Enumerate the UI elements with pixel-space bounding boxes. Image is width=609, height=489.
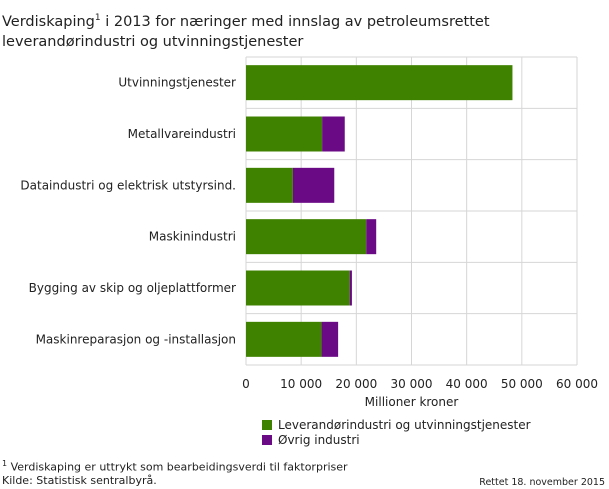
bar-leverandor: [246, 321, 322, 357]
x-tick-label: 60 000: [556, 377, 598, 391]
category-label: Utvinningstjenester: [118, 76, 236, 90]
x-tick-label: 30 000: [391, 377, 433, 391]
footnote: 1 Verdiskaping er uttrykt som bearbeidin…: [2, 459, 348, 474]
x-tick-label: 40 000: [446, 377, 488, 391]
bar-leverandor: [246, 270, 350, 306]
corrected-date: Rettet 18. november 2015: [479, 477, 605, 488]
bar-leverandor: [246, 116, 323, 152]
legend-label: Leverandørindustri og utvinningstjeneste…: [278, 418, 531, 432]
source: Kilde: Statistisk sentralbyrå.: [2, 474, 157, 487]
category-label: Metallvareindustri: [128, 127, 236, 141]
bar-ovrig: [322, 116, 345, 152]
bar-ovrig: [366, 219, 377, 255]
x-tick-label: 10 000: [280, 377, 322, 391]
bar-ovrig: [292, 167, 335, 203]
bar-ovrig: [349, 270, 352, 306]
bar-leverandor: [246, 219, 367, 255]
category-label: Dataindustri og elektrisk utstyrsind.: [20, 178, 236, 192]
legend-swatch: [262, 435, 272, 445]
legend-swatch: [262, 420, 272, 430]
category-label: Bygging av skip og oljeplattformer: [29, 281, 236, 295]
bar-leverandor: [246, 167, 293, 203]
x-tick-label: 50 000: [501, 377, 543, 391]
x-axis-label: Millioner kroner: [365, 395, 459, 409]
legend-item-leverandor: Leverandørindustri og utvinningstjeneste…: [262, 418, 531, 432]
x-tick-label: 20 000: [335, 377, 377, 391]
category-label: Maskinreparasjon og -installasjon: [36, 332, 236, 346]
chart-title: Verdiskaping1 i 2013 for næringer med in…: [2, 13, 490, 50]
category-label: Maskinindustri: [149, 230, 236, 244]
legend-label: Øvrig industri: [278, 433, 360, 447]
x-tick-label: 0: [242, 377, 250, 391]
legend-item-ovrig: Øvrig industri: [262, 433, 360, 447]
bar-ovrig: [321, 321, 339, 357]
bar-leverandor: [246, 65, 513, 101]
